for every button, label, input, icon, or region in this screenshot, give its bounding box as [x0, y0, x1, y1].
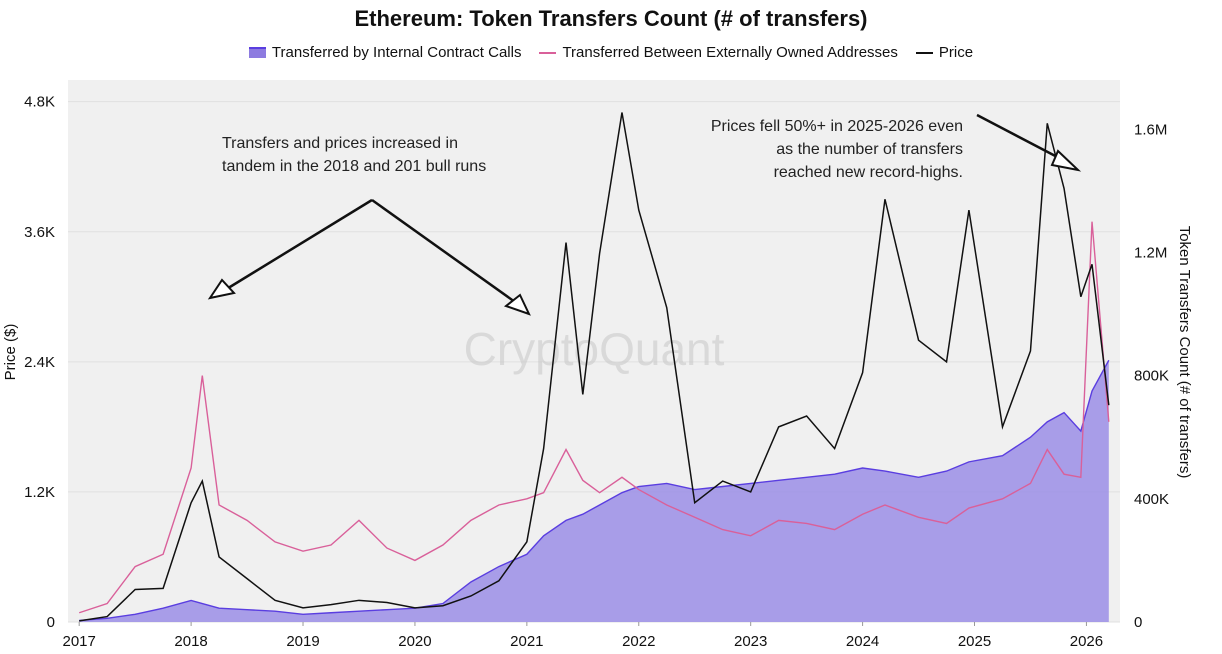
- y-left-axis-label: Price ($): [2, 324, 19, 381]
- legend-swatch-eoa: [539, 51, 557, 54]
- arrow-head-right: [503, 293, 531, 316]
- axes: 0 1.2K 2.4K 3.6K 4.8K 0 400K 800K 1.2M 1.6M 2017 20…: [2, 94, 1193, 650]
- legend-label-price: Price: [938, 44, 974, 61]
- x-tick-label: 2022: [622, 633, 655, 650]
- legend-swatch-internal: [248, 47, 266, 58]
- x-tick-label: 2018: [174, 633, 207, 650]
- arrow-line-left: [224, 198, 373, 292]
- annotation-bull-run-line: Transfers and prices increased in: [222, 135, 458, 152]
- x-tick-label: 2026: [1070, 633, 1103, 650]
- x-tick-label: 2021: [510, 633, 543, 650]
- legend-swatch-price: [915, 51, 933, 54]
- y-right-tick-label: 0: [1134, 614, 1142, 631]
- legend-item-internal[interactable]: Transferred by Internal Contract Calls: [248, 44, 522, 61]
- arrow-head-left: [207, 278, 236, 300]
- legend-label-internal: Transferred by Internal Contract Calls: [271, 44, 522, 61]
- x-tick-label: 2019: [286, 633, 319, 650]
- annotation-record-high-line: Prices fell 50%+ in 2025-2026 even: [711, 118, 963, 135]
- arrow-head-top-right: [1050, 149, 1082, 172]
- chart-legend: Transferred by Internal Contract Calls T…: [0, 44, 1222, 61]
- annotation-bull-run-line: tandem in the 2018 and 201 bull runs: [222, 158, 486, 175]
- y-left-tick-label: 4.8K: [24, 94, 55, 111]
- annotation-record-high-line: reached new record-highs.: [774, 164, 963, 181]
- series-layer: [78, 112, 1110, 622]
- y-right-tick-label: 800K: [1134, 368, 1169, 385]
- legend-label-eoa: Transferred Between Externally Owned Add…: [562, 44, 898, 61]
- legend-item-eoa[interactable]: Transferred Between Externally Owned Add…: [539, 44, 898, 61]
- y-left-tick-label: 1.2K: [24, 484, 55, 501]
- y-right-axis-label: Token Transfers Count (# of transfers): [1176, 226, 1193, 479]
- series-line-price: [79, 112, 1110, 622]
- y-right-tick-label: 1.2M: [1134, 244, 1167, 261]
- series-area-internal: [79, 360, 1109, 622]
- series-line-eoa: [78, 221, 1110, 614]
- annotation-record-high-line: as the number of transfers: [776, 141, 963, 158]
- y-right-tick-label: 1.6M: [1134, 121, 1167, 138]
- arrow-line-right: [371, 198, 516, 304]
- series-line-internal: [79, 359, 1110, 622]
- watermark-text: CryptoQuant: [464, 323, 725, 375]
- y-left-tick-label: 2.4K: [24, 354, 55, 371]
- x-tick-label: 2020: [398, 633, 431, 650]
- y-left-tick-label: 3.6K: [24, 224, 55, 241]
- x-tick-label: 2017: [63, 633, 96, 650]
- x-tick-label: 2025: [958, 633, 991, 650]
- x-tick-label: 2023: [734, 633, 767, 650]
- chart-title: Ethereum: Token Transfers Count (# of tr…: [354, 6, 868, 31]
- x-tick-label: 2024: [846, 633, 879, 650]
- annotations: Transfers and prices increased in tandem …: [207, 113, 1082, 316]
- y-right-tick-label: 400K: [1134, 491, 1169, 508]
- legend-item-price[interactable]: Price: [915, 44, 974, 61]
- arrow-line-top-right: [976, 113, 1064, 162]
- y-left-tick-label: 0: [47, 614, 55, 631]
